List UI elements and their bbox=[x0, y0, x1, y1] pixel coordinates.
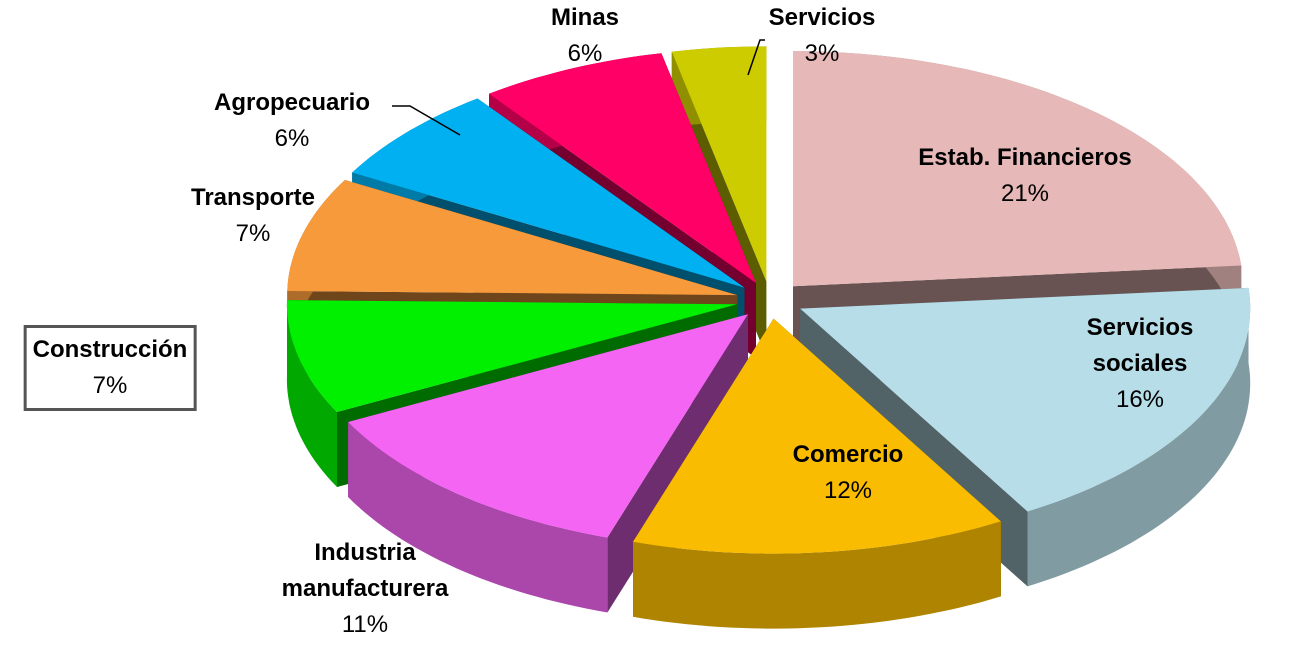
slice-top bbox=[489, 53, 756, 284]
data-label: Servicios 3% bbox=[769, 0, 876, 72]
category-label: Agropecuario bbox=[213, 89, 371, 116]
slice-top bbox=[287, 180, 738, 296]
category-label: Transporte bbox=[190, 184, 316, 211]
category-label: Servicios sociales bbox=[1086, 314, 1194, 377]
leader-line bbox=[747, 39, 765, 76]
slice-top bbox=[352, 98, 745, 288]
data-label: Minas 6% bbox=[551, 0, 619, 72]
slice-wall bbox=[286, 300, 337, 487]
value-label: 6% bbox=[567, 40, 603, 67]
data-label: Agropecuario 6% bbox=[214, 85, 370, 157]
data-label: Comercio 12% bbox=[793, 437, 904, 509]
value-label: 7% bbox=[92, 372, 128, 399]
slice-top bbox=[286, 300, 737, 412]
category-label: Industria manufacturera bbox=[281, 539, 449, 602]
value-label: 16% bbox=[1115, 386, 1165, 413]
leader-line bbox=[392, 105, 461, 136]
slice bbox=[633, 318, 1001, 629]
value-label: 7% bbox=[235, 220, 271, 247]
slice-wall bbox=[633, 521, 1001, 629]
data-label: Industria manufacturera 11% bbox=[270, 535, 460, 643]
slice-top bbox=[793, 51, 1242, 287]
category-label: Comercio bbox=[792, 441, 904, 468]
slice-top bbox=[800, 287, 1251, 512]
slice-wall bbox=[1027, 287, 1251, 587]
value-label: 11% bbox=[341, 611, 389, 638]
data-label: Transporte 7% bbox=[191, 180, 315, 252]
value-label: 3% bbox=[804, 40, 840, 67]
category-label: Construcción bbox=[32, 336, 188, 363]
data-label: Servicios sociales 16% bbox=[1065, 310, 1216, 418]
data-label: Estab. Financieros 21% bbox=[918, 140, 1131, 212]
slice-wall bbox=[348, 422, 608, 613]
category-label: Servicios bbox=[768, 4, 876, 31]
value-label: 6% bbox=[274, 125, 310, 152]
slice-top bbox=[671, 46, 767, 282]
slice-top bbox=[348, 314, 748, 538]
category-label: Estab. Financieros bbox=[918, 144, 1132, 171]
data-label: Construcción 7% bbox=[23, 325, 197, 411]
slice-top bbox=[633, 318, 1001, 554]
value-label: 21% bbox=[1000, 180, 1050, 207]
category-label: Minas bbox=[550, 4, 620, 31]
value-label: 12% bbox=[823, 477, 873, 504]
